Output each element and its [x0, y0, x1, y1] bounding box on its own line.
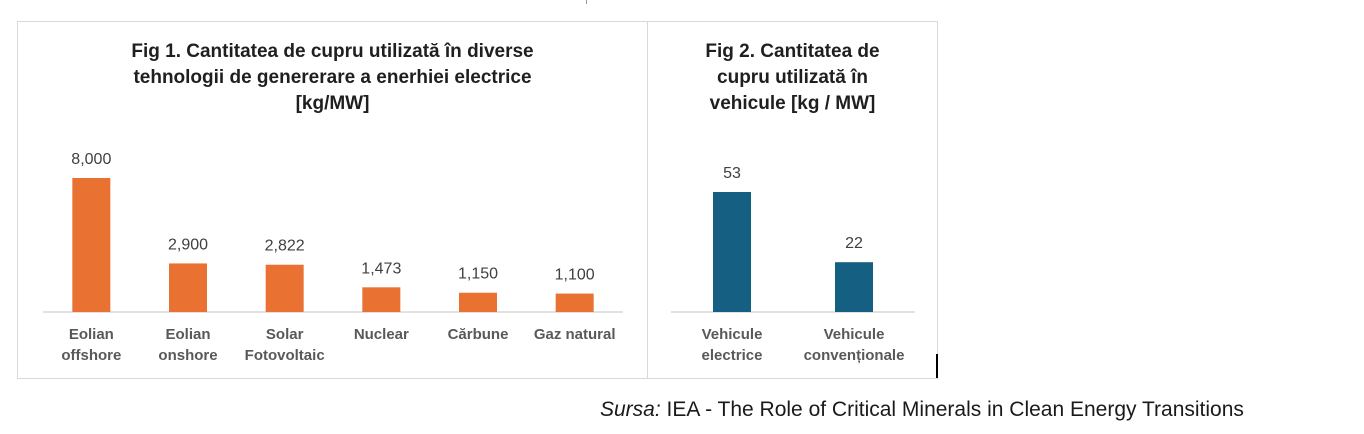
- data-label: 8,000: [71, 151, 111, 168]
- border-mark: [936, 354, 938, 378]
- data-label: 22: [845, 235, 863, 252]
- bar: [555, 293, 594, 312]
- data-label: 2,822: [265, 238, 305, 255]
- bar: [72, 178, 111, 312]
- category-label: Eolian onshore: [158, 326, 217, 364]
- chart-title-fig2: Fig 2. Cantitatea de cupru utilizată în …: [705, 41, 880, 114]
- chart-panel-fig2: Fig 2. Cantitatea de cupru utilizată în …: [647, 21, 938, 379]
- bar: [713, 192, 751, 312]
- chart-title-fig1: Fig 1. Cantitatea de cupru utilizată în …: [131, 41, 534, 114]
- divider-mark: [586, 0, 587, 4]
- bar: [459, 292, 497, 312]
- source-label: Sursa:: [600, 398, 661, 421]
- bar: [362, 287, 401, 312]
- category-label: Vehicule convenționale: [804, 326, 905, 364]
- category-label: Solar Fotovoltaic: [245, 326, 325, 364]
- category-label: Vehicule electrice: [702, 326, 763, 364]
- bar-chart-fig2: 53 Vehicule electrice 22 Vehicule convenționa…: [671, 165, 915, 364]
- chart-panel-fig1: Fig 1. Cantitatea de cupru utilizată în …: [17, 21, 648, 379]
- data-label: 1,150: [458, 266, 498, 283]
- category-label: Nuclear: [354, 326, 409, 343]
- bar: [835, 262, 873, 312]
- bar: [169, 263, 207, 312]
- bar-chart-fig1: 8,000 Eolian offshore 2,900 Eolian onshore 2,8…: [43, 151, 623, 364]
- category-label: Gaz natural: [534, 326, 616, 343]
- bar: [265, 264, 304, 312]
- data-label: 2,900: [168, 236, 208, 253]
- source-text: IEA - The Role of Critical Minerals in C…: [666, 398, 1244, 421]
- data-label: 1,100: [555, 267, 595, 284]
- data-label: 1,473: [361, 260, 401, 277]
- category-label: Eolian offshore: [61, 326, 121, 364]
- source-note: Sursa: IEA - The Role of Critical Minera…: [600, 398, 1244, 422]
- data-label: 53: [723, 165, 741, 182]
- category-label: Cărbune: [448, 326, 509, 343]
